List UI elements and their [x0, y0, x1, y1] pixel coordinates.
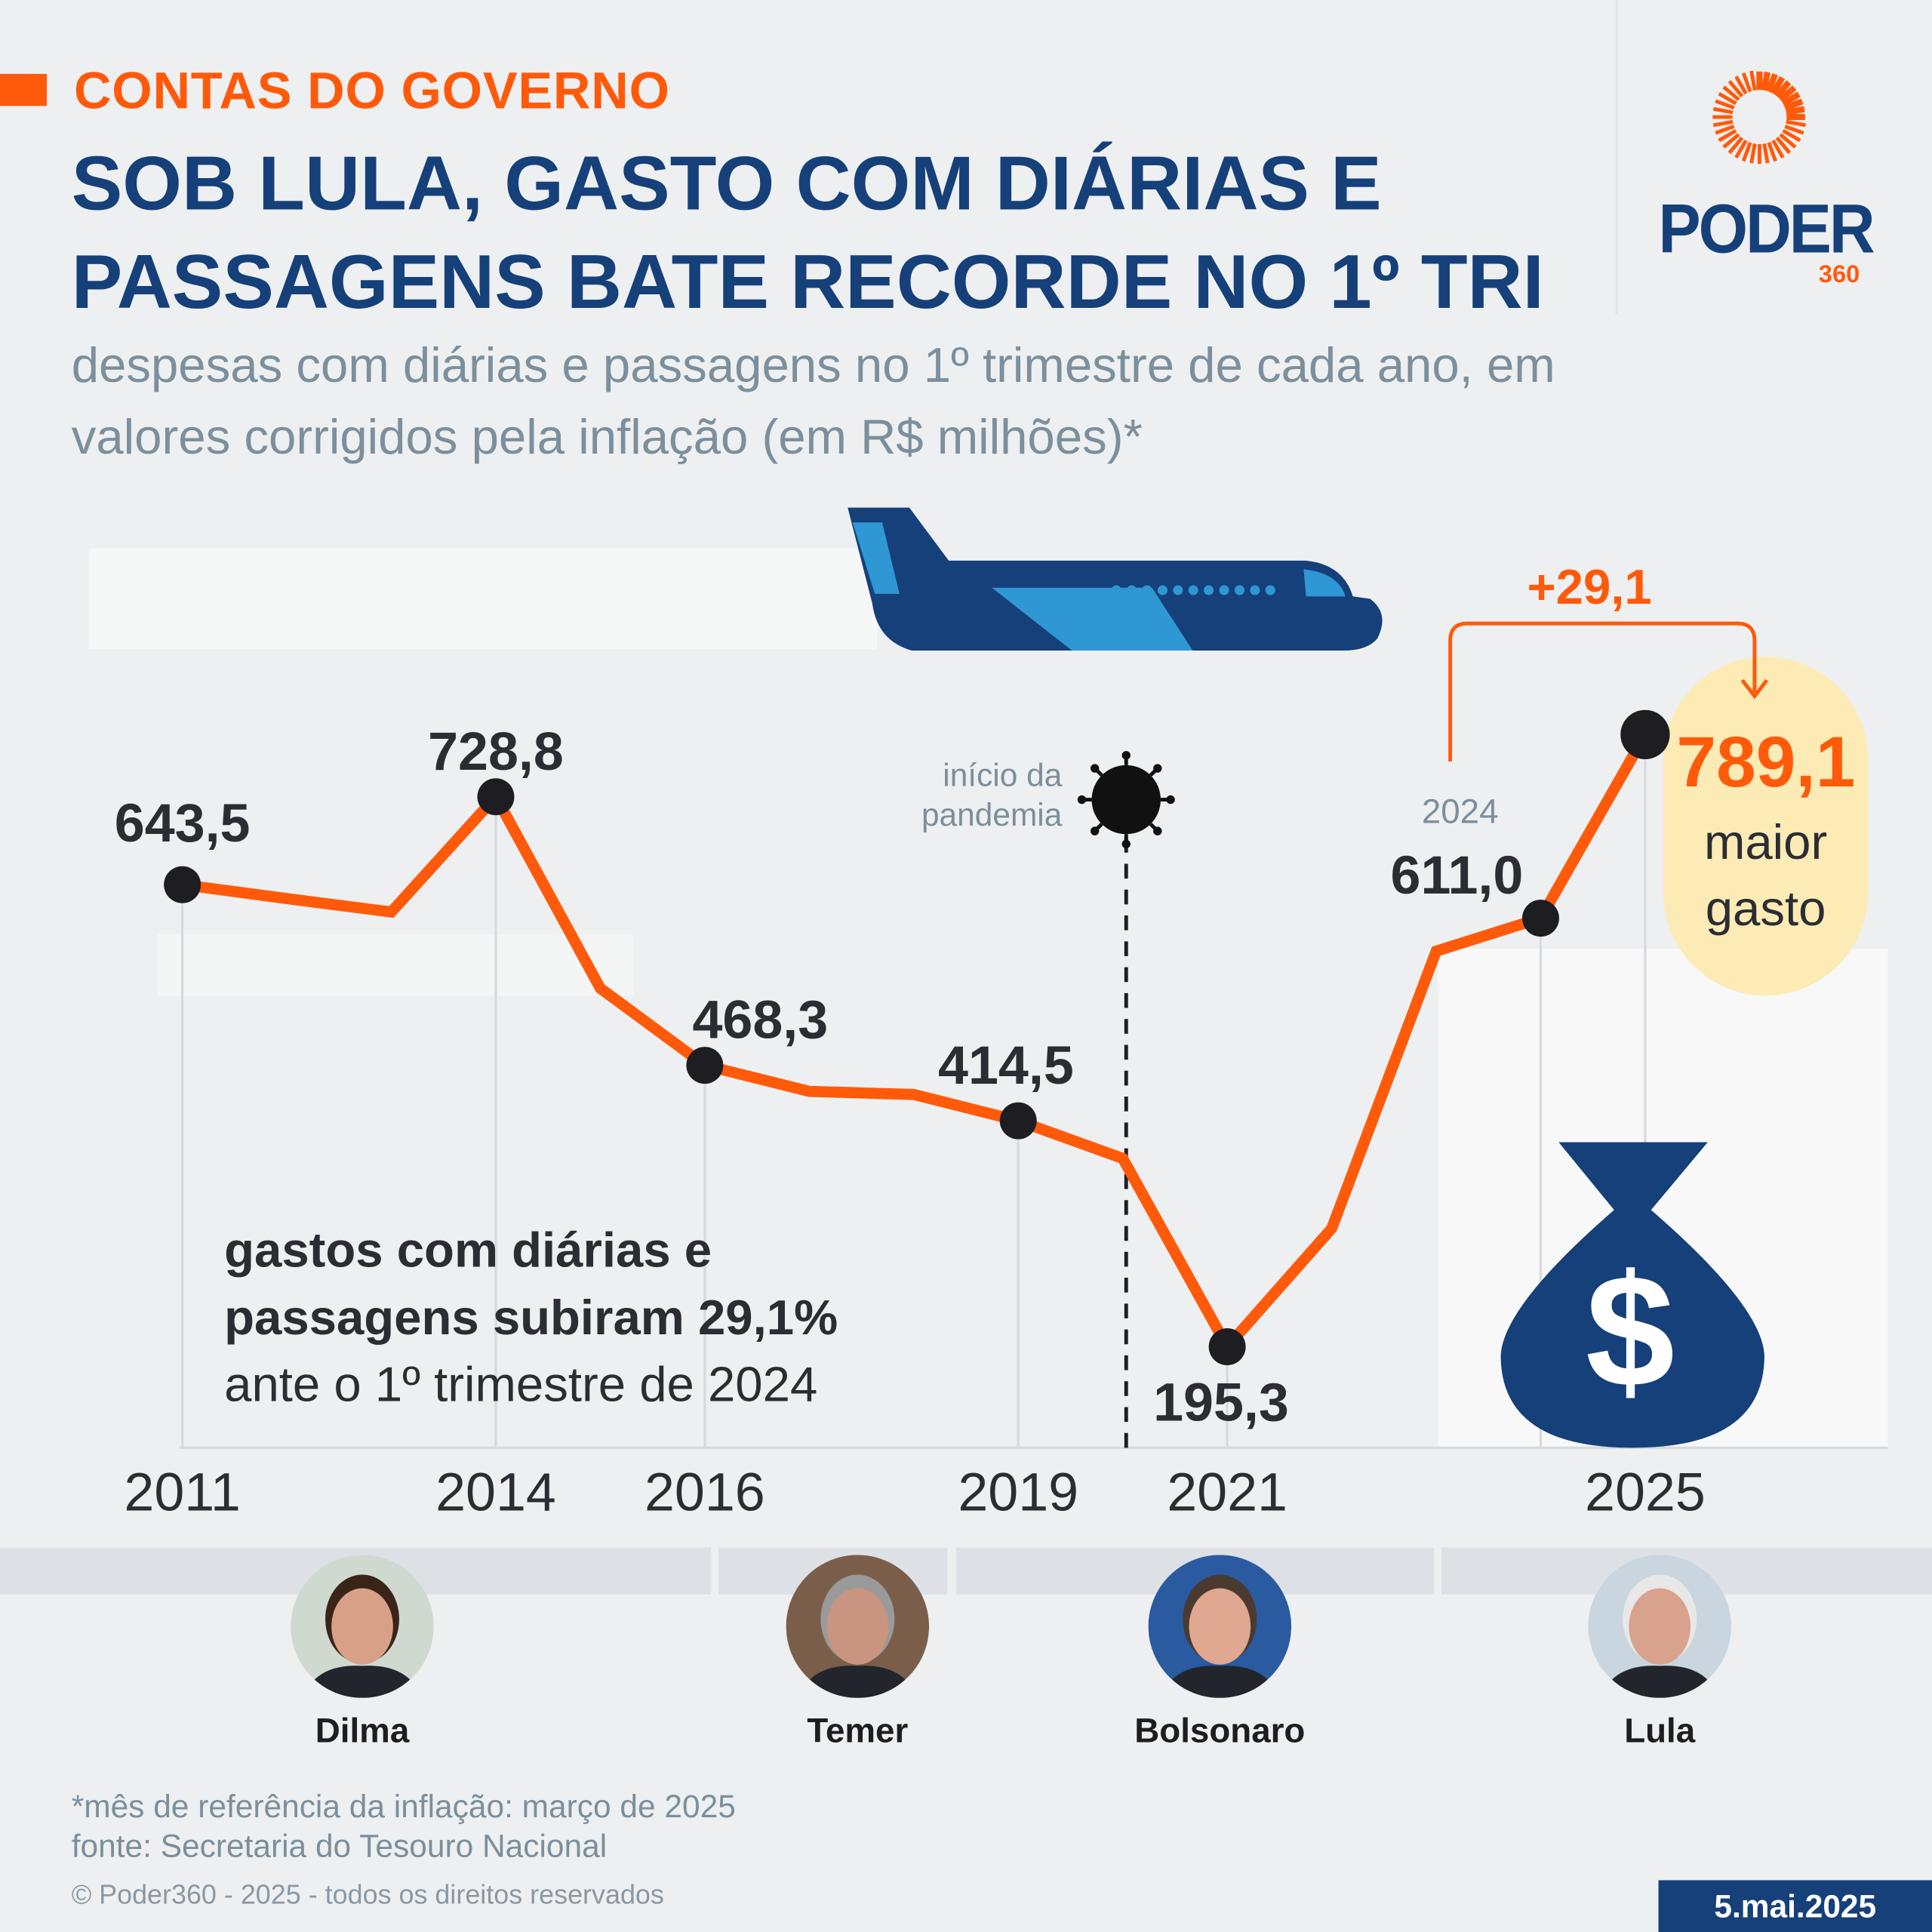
series-line	[181, 731, 1651, 1357]
data-label: 728,8	[428, 721, 564, 782]
pandemic-label-2: pandemia	[921, 797, 1063, 832]
data-point	[999, 1102, 1037, 1140]
kicker-bar	[0, 73, 48, 106]
data-point	[686, 1047, 724, 1084]
svg-text:$: $	[1586, 1241, 1675, 1420]
record-highlight	[1663, 657, 1869, 996]
data-point	[164, 866, 202, 903]
data-label: 195,3	[1153, 1372, 1289, 1432]
x-tick-label: 2025	[1585, 1463, 1706, 1523]
president-name: Lula	[1624, 1711, 1696, 1750]
bg-decor	[157, 934, 634, 996]
x-tick-label: 2011	[124, 1463, 240, 1523]
subtitle: despesas com diárias e passagens no 1º t…	[71, 338, 1555, 465]
pandemic-label-1: início da	[943, 758, 1062, 793]
callout-line-2: passagens subiram 29,1%	[224, 1290, 838, 1345]
publish-date: 5.mai.2025	[1658, 1880, 1932, 1932]
president-name: Dilma	[315, 1711, 410, 1750]
logo-number: 360	[1818, 261, 1860, 289]
data-label: 611,0	[1391, 845, 1524, 906]
data-label: 643,5	[115, 793, 251, 854]
data-point	[1208, 1328, 1246, 1365]
page-title: SOB LULA, GASTO COM DIÁRIAS E PASSAGENS …	[71, 141, 1544, 326]
data-point	[1620, 709, 1670, 760]
arrow-down-icon	[1740, 678, 1769, 700]
virus-icon	[1077, 751, 1175, 849]
record-label-2: gasto	[1706, 881, 1826, 936]
president-name: Bolsonaro	[1134, 1711, 1306, 1750]
money-bag-icon: $	[1500, 1142, 1764, 1448]
x-tick-label: 2016	[645, 1463, 765, 1523]
x-tick-label: 2021	[1167, 1463, 1287, 1523]
copyright: © Poder360 - 2025 - todos os direitos re…	[71, 1878, 664, 1910]
x-tick-label: 2019	[958, 1463, 1078, 1523]
callout-line-3: ante o 1º trimestre de 2024	[224, 1356, 817, 1411]
president-lula: Lula	[1537, 1555, 1783, 1751]
data-label: 789,1	[1676, 722, 1855, 802]
president-dilma: Dilma	[239, 1555, 486, 1751]
delta-label: +29,1	[1527, 559, 1652, 614]
airplane-icon	[848, 507, 1383, 651]
data-label: 468,3	[692, 990, 828, 1051]
plane-trail	[88, 548, 878, 650]
president-bolsonaro: Bolsonaro	[1097, 1555, 1343, 1751]
footnotes: *mês de referência da inflação: março de…	[72, 1786, 736, 1865]
sun-icon	[1712, 70, 1806, 165]
avatar	[1148, 1555, 1292, 1698]
avatar	[786, 1555, 930, 1698]
poder360-logo: PODER 360	[1651, 68, 1875, 288]
data-point	[477, 778, 515, 816]
record-label-1: maior	[1704, 814, 1827, 869]
president-name: Temer	[807, 1711, 909, 1750]
source: fonte: Secretaria do Tesouro Nacional	[71, 1827, 608, 1865]
avatar	[291, 1555, 434, 1698]
data-label: 414,5	[938, 1035, 1074, 1096]
avatar	[1588, 1555, 1731, 1698]
delta-bracket	[1448, 621, 1757, 761]
kicker: CONTAS DO GOVERNO	[73, 61, 670, 120]
callout-line-1: gastos com diárias e	[224, 1222, 712, 1277]
data-point	[1521, 900, 1559, 937]
president-temer: Temer	[734, 1555, 981, 1751]
x-tick-label: 2014	[435, 1463, 556, 1523]
divider	[1615, 0, 1618, 315]
inflation-note: *mês de referência da inflação: março de…	[71, 1787, 736, 1825]
logo-word: PODER	[1658, 189, 1875, 268]
year-2024-label: 2024	[1422, 792, 1499, 831]
